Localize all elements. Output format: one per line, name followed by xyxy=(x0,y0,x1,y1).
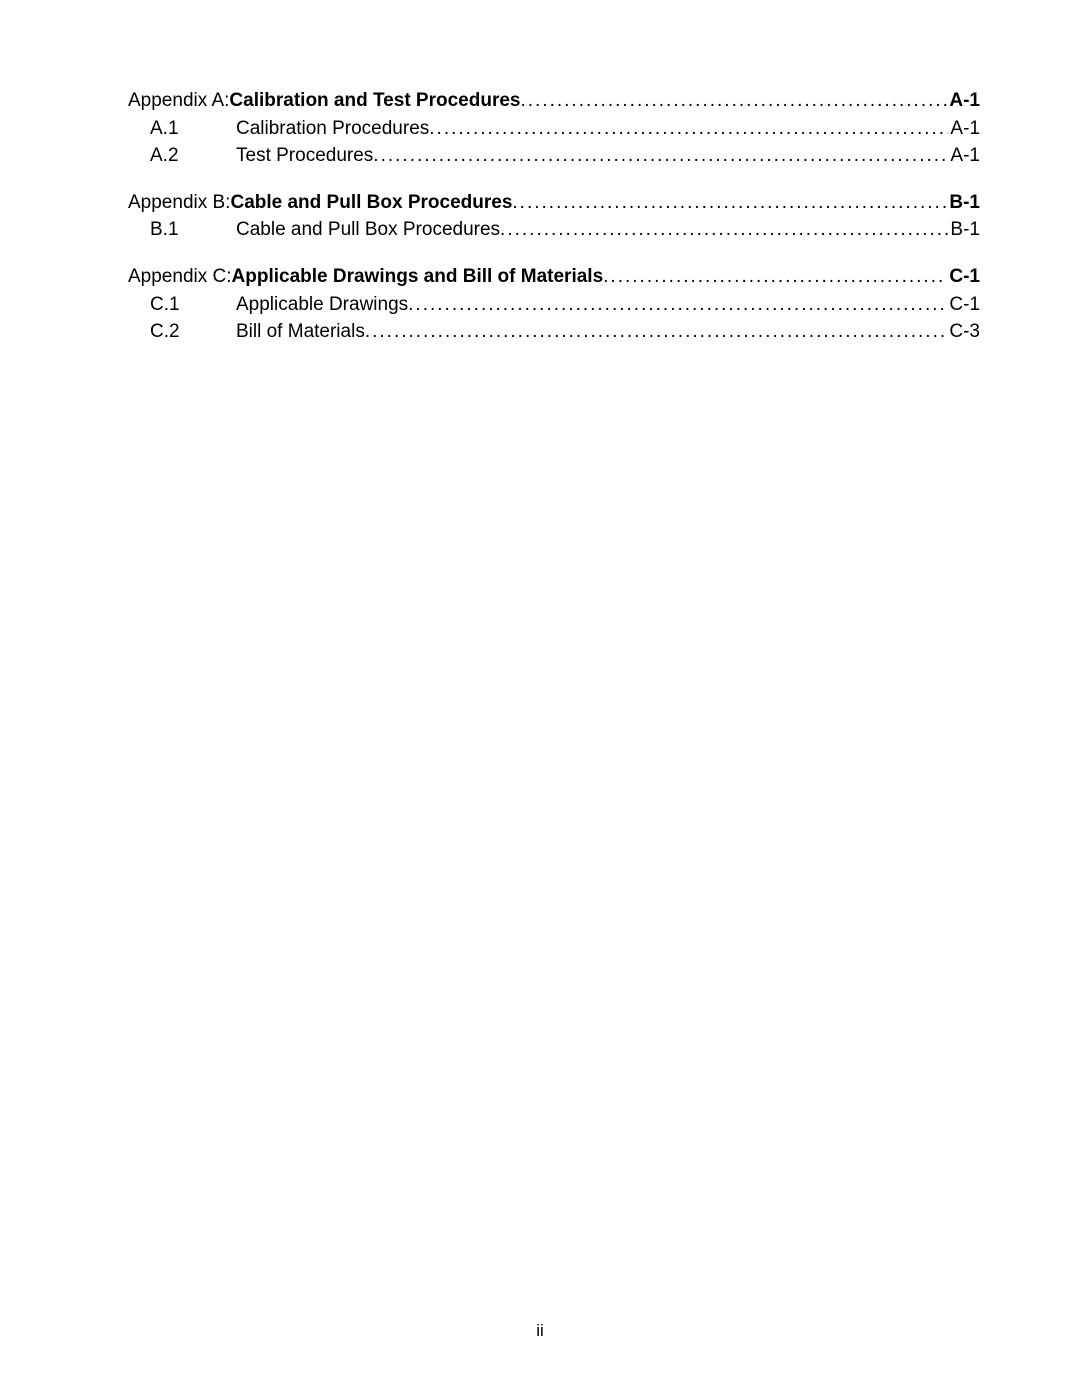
toc-entry-prefix: A.1 xyxy=(128,116,236,143)
toc-entry-prefix: A.2 xyxy=(128,143,236,170)
toc-entry-title: Calibration Procedures xyxy=(236,116,429,143)
toc-entry-a2: A.2 Test Procedures A-1 xyxy=(128,143,980,170)
toc-entry-prefix: C.1 xyxy=(128,292,236,319)
toc-entry-prefix: B.1 xyxy=(128,217,236,244)
toc-entry-prefix: C.2 xyxy=(128,319,236,346)
toc-dots xyxy=(500,217,948,244)
toc-entry-c2: C.2 Bill of Materials C-3 xyxy=(128,319,980,346)
toc-header-c: Appendix C: Applicable Drawings and Bill… xyxy=(128,264,980,291)
table-of-contents: Appendix A: Calibration and Test Procedu… xyxy=(128,88,980,346)
toc-dots xyxy=(429,116,948,143)
toc-header-b: Appendix B: Cable and Pull Box Procedure… xyxy=(128,190,980,217)
toc-entry-title: Bill of Materials xyxy=(236,319,365,346)
toc-group-a: Appendix A: Calibration and Test Procedu… xyxy=(128,88,980,170)
toc-header-a: Appendix A: Calibration and Test Procedu… xyxy=(128,88,980,115)
toc-dots xyxy=(520,88,947,115)
page-number-footer: ii xyxy=(0,1321,1080,1341)
toc-entry-a1: A.1 Calibration Procedures A-1 xyxy=(128,116,980,143)
toc-entry-page: C-1 xyxy=(947,292,980,319)
toc-dots xyxy=(365,319,948,346)
toc-header-prefix: Appendix B: xyxy=(128,190,230,217)
toc-entry-title: Applicable Drawings xyxy=(236,292,408,319)
toc-header-page: C-1 xyxy=(947,264,980,291)
toc-entry-title: Cable and Pull Box Procedures xyxy=(236,217,500,244)
toc-header-page: B-1 xyxy=(947,190,980,217)
toc-entry-page: A-1 xyxy=(948,116,980,143)
toc-header-title: Applicable Drawings and Bill of Material… xyxy=(232,264,604,291)
toc-header-title: Cable and Pull Box Procedures xyxy=(230,190,512,217)
toc-header-prefix: Appendix A: xyxy=(128,88,229,115)
toc-entry-page: A-1 xyxy=(948,143,980,170)
toc-entry-page: B-1 xyxy=(948,217,980,244)
toc-entry-title: Test Procedures xyxy=(236,143,373,170)
toc-entry-b1: B.1 Cable and Pull Box Procedures B-1 xyxy=(128,217,980,244)
toc-header-title: Calibration and Test Procedures xyxy=(229,88,520,115)
toc-header-page: A-1 xyxy=(947,88,980,115)
toc-dots xyxy=(512,190,947,217)
toc-dots xyxy=(603,264,947,291)
toc-header-prefix: Appendix C: xyxy=(128,264,232,291)
toc-entry-page: C-3 xyxy=(947,319,980,346)
toc-dots xyxy=(408,292,947,319)
toc-group-b: Appendix B: Cable and Pull Box Procedure… xyxy=(128,190,980,244)
toc-dots xyxy=(373,143,948,170)
toc-entry-c1: C.1 Applicable Drawings C-1 xyxy=(128,292,980,319)
toc-group-c: Appendix C: Applicable Drawings and Bill… xyxy=(128,264,980,346)
